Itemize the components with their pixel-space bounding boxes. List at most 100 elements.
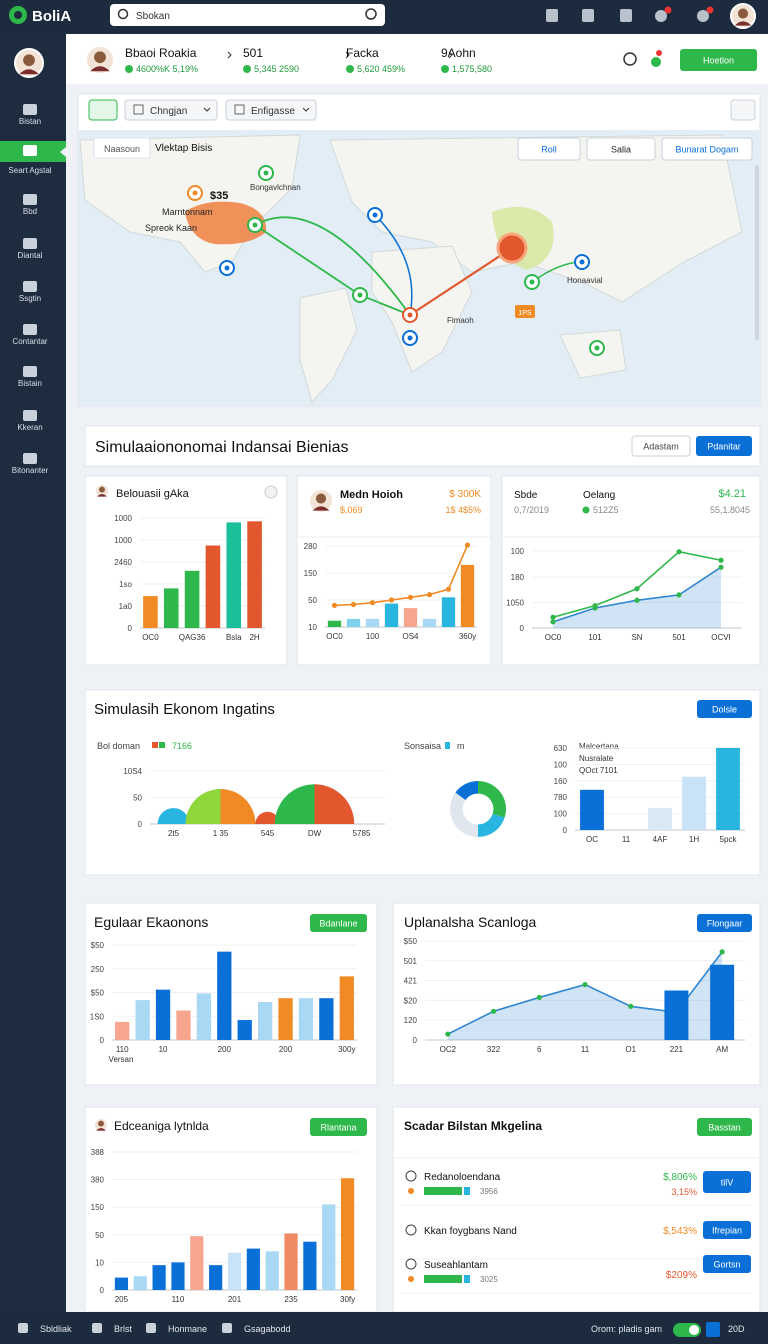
y-tick-label: 388 xyxy=(91,1148,105,1157)
nav-icon[interactable] xyxy=(23,145,37,156)
button-label[interactable]: Dolsle xyxy=(712,705,737,715)
card-subtitle: 512Z5 xyxy=(593,505,619,515)
button-label[interactable]: Roll xyxy=(541,145,557,155)
nav-label[interactable]: Bbd xyxy=(23,207,37,216)
footer-icon[interactable] xyxy=(92,1323,102,1333)
x-tick-label: 11 xyxy=(581,1045,590,1054)
button[interactable] xyxy=(703,1255,751,1273)
map-label: Marntonnam xyxy=(162,207,213,217)
footer-icon[interactable] xyxy=(222,1323,232,1333)
footer-item[interactable]: Sbldliak xyxy=(40,1324,72,1334)
x-tick-label: 101 xyxy=(588,633,602,642)
separator xyxy=(345,51,350,59)
bar xyxy=(303,1241,317,1290)
bar xyxy=(710,964,735,1040)
x-tick-label: 501 xyxy=(672,633,686,642)
nav-icon[interactable] xyxy=(23,410,37,421)
button[interactable] xyxy=(661,137,753,161)
y-tick-label: 0 xyxy=(413,1036,418,1045)
nav-label[interactable]: Contantar xyxy=(12,337,47,346)
footer-icon[interactable] xyxy=(18,1323,28,1333)
map-badge xyxy=(515,305,535,318)
button[interactable] xyxy=(703,1171,751,1193)
button-label[interactable]: Salia xyxy=(611,145,631,155)
y-tick-label: 0 xyxy=(520,624,525,633)
tab-label[interactable]: Naasoun xyxy=(104,144,140,154)
toolbar-icon[interactable] xyxy=(546,9,558,22)
footer-item[interactable]: Brlst xyxy=(114,1324,132,1334)
stat-value: 4600%K 5,19% xyxy=(136,64,198,74)
nav-icon[interactable] xyxy=(23,238,37,249)
nav-icon[interactable] xyxy=(23,194,37,205)
tab-label[interactable]: Vlektap Bisis xyxy=(155,143,212,154)
x-tick-label: 5pck xyxy=(720,835,738,844)
button-label[interactable]: Hoetlon xyxy=(703,56,734,66)
logo-hole xyxy=(14,11,22,19)
nav-label[interactable]: Bistan xyxy=(19,117,41,126)
panel-title: Edceaniga lytnlda xyxy=(114,1119,209,1133)
y-tick-label: 150 xyxy=(91,1203,105,1212)
card-stat: $4.21 xyxy=(718,488,746,500)
button-label[interactable]: Rlantana xyxy=(320,1123,356,1133)
bar xyxy=(135,1000,150,1040)
button-label[interactable]: tilV xyxy=(721,1178,734,1188)
footer-item[interactable]: Gsagabodd xyxy=(244,1324,291,1334)
dropdown[interactable] xyxy=(124,99,218,121)
button-label[interactable]: Gortsn xyxy=(713,1260,740,1270)
nav-label[interactable]: Ssgtin xyxy=(19,294,41,303)
x-tick-label: O1 xyxy=(625,1045,636,1054)
dropdown-label[interactable]: Chngjan xyxy=(150,106,187,117)
bar xyxy=(155,989,171,1040)
nav-label[interactable]: Seart Agstal xyxy=(8,166,51,175)
button[interactable] xyxy=(697,1118,752,1136)
x-tick-label: 235 xyxy=(284,1295,298,1304)
nav-icon[interactable] xyxy=(23,453,37,464)
nav-label[interactable]: Bitonanter xyxy=(12,466,49,475)
chevron xyxy=(203,107,211,112)
row-dot xyxy=(408,1276,414,1282)
avatar-body xyxy=(90,66,110,72)
button[interactable] xyxy=(703,1221,751,1239)
button[interactable] xyxy=(697,914,752,932)
toolbar-icon[interactable] xyxy=(620,9,632,22)
y-tick-label: 0 xyxy=(100,1036,105,1045)
dropdown-label[interactable]: Enfigasse xyxy=(251,106,295,117)
button-label[interactable]: Bdanlane xyxy=(319,919,357,929)
button[interactable] xyxy=(586,137,656,161)
view-toggle[interactable] xyxy=(88,99,118,121)
nav-icon[interactable] xyxy=(23,366,37,377)
x-tick-label: 221 xyxy=(670,1045,684,1054)
footer-icon[interactable] xyxy=(146,1323,156,1333)
status-icon xyxy=(651,57,661,67)
button-label[interactable]: Adastam xyxy=(643,442,679,452)
nav-icon[interactable] xyxy=(23,281,37,292)
tab[interactable] xyxy=(93,137,151,159)
button-label[interactable]: Basstan xyxy=(708,1123,741,1133)
nav-icon[interactable] xyxy=(23,104,37,115)
nav-label[interactable]: Diantal xyxy=(18,251,43,260)
button[interactable] xyxy=(517,137,581,161)
y-tick-label: 0 xyxy=(128,624,133,633)
semicircle-left xyxy=(274,784,315,824)
menu-button[interactable] xyxy=(730,99,756,121)
button[interactable] xyxy=(631,435,691,457)
button[interactable] xyxy=(696,436,752,456)
button[interactable] xyxy=(680,49,757,71)
button-label[interactable]: Ifrepian xyxy=(712,1226,742,1236)
toolbar-icon[interactable] xyxy=(582,9,594,22)
stat-label: 501 xyxy=(243,46,263,60)
dropdown[interactable] xyxy=(225,99,317,121)
search-box[interactable] xyxy=(110,4,385,26)
button[interactable] xyxy=(697,700,752,718)
nav-label[interactable]: Kkeran xyxy=(17,423,42,432)
nav-icon[interactable] xyxy=(23,324,37,335)
button[interactable] xyxy=(310,1118,367,1136)
button-label[interactable]: Flongaar xyxy=(707,919,743,929)
search-placeholder[interactable]: Sbokan xyxy=(136,11,170,22)
point xyxy=(445,1031,451,1037)
button-label[interactable]: Pdanitar xyxy=(707,442,741,452)
nav-label[interactable]: Bistain xyxy=(18,379,42,388)
footer-item[interactable]: Honmane xyxy=(168,1324,207,1334)
button-label[interactable]: Bunarat Dogam xyxy=(675,145,738,155)
button[interactable] xyxy=(310,914,367,932)
